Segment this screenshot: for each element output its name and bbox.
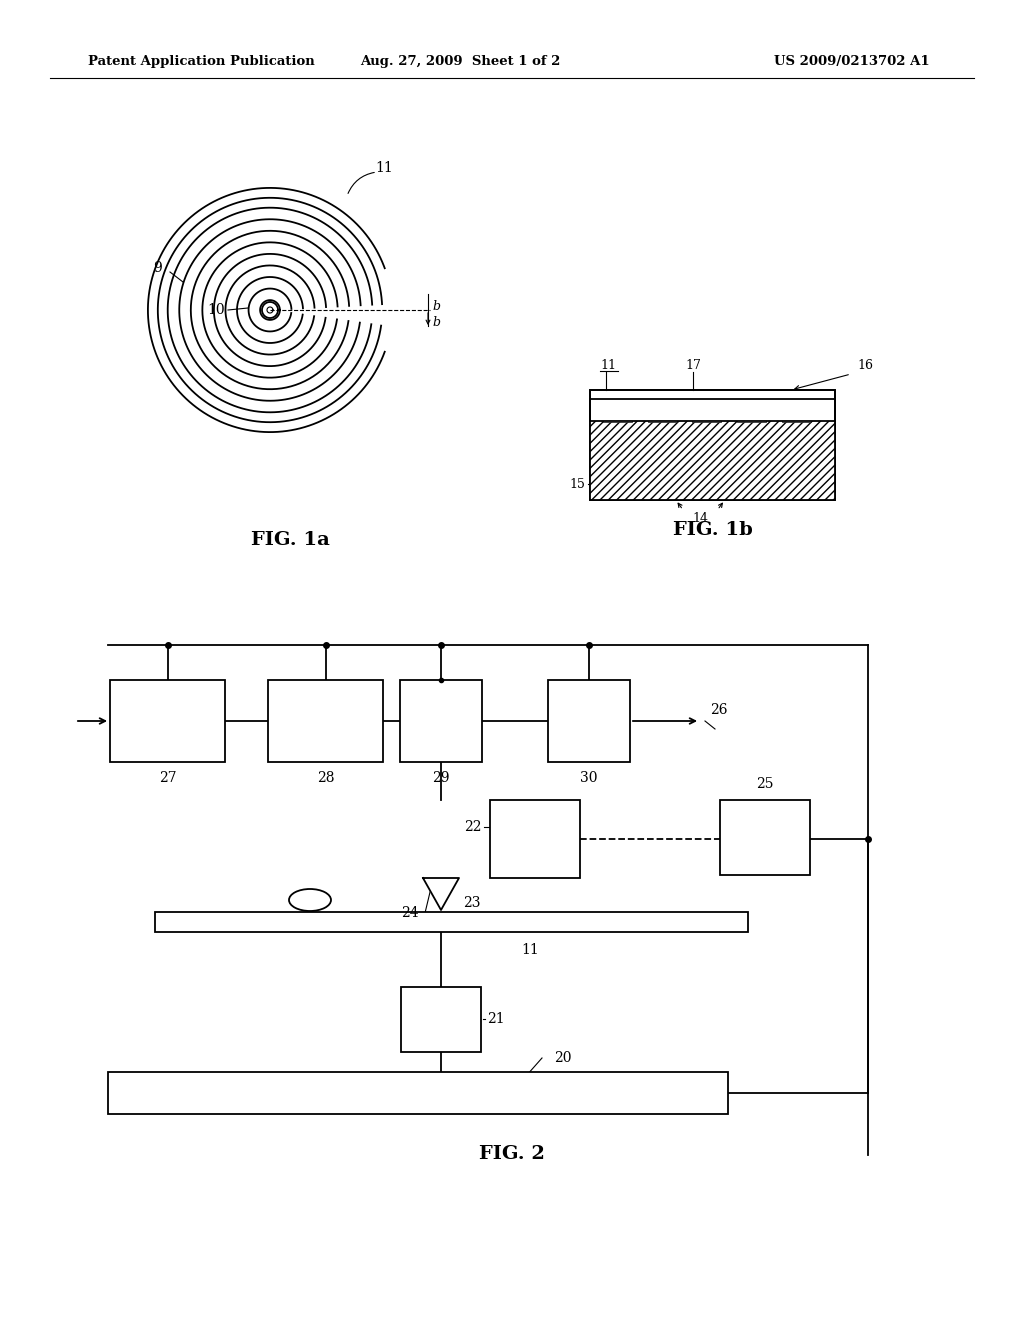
Bar [490, 800, 580, 878]
Text: FIG. 1a: FIG. 1a [251, 531, 330, 549]
Text: 15: 15 [569, 478, 585, 491]
Bar [720, 800, 810, 875]
Text: FIG. 2: FIG. 2 [479, 1144, 545, 1163]
Bar [603, 403, 632, 422]
Text: b: b [432, 300, 440, 313]
Bar [548, 680, 630, 762]
Bar [400, 680, 482, 762]
Bar [108, 1072, 728, 1114]
Bar [590, 389, 835, 500]
Text: Aug. 27, 2009  Sheet 1 of 2: Aug. 27, 2009 Sheet 1 of 2 [359, 55, 560, 69]
Bar [737, 403, 766, 422]
Bar [401, 987, 481, 1052]
Text: 16: 16 [857, 359, 873, 372]
Text: 11: 11 [521, 942, 539, 957]
Text: 26: 26 [710, 704, 727, 717]
Text: 20: 20 [554, 1051, 571, 1065]
Text: 21: 21 [487, 1012, 505, 1026]
Text: 25: 25 [757, 777, 774, 791]
Text: 11: 11 [375, 161, 393, 176]
Polygon shape [423, 878, 459, 909]
Bar [155, 912, 748, 932]
Text: 30: 30 [581, 771, 598, 785]
Ellipse shape [289, 888, 331, 911]
Bar [590, 399, 835, 421]
Text: b: b [432, 315, 440, 329]
Text: 10: 10 [208, 304, 225, 317]
Bar [268, 680, 383, 762]
Text: 11: 11 [600, 359, 616, 372]
Text: US 2009/0213702 A1: US 2009/0213702 A1 [774, 55, 930, 69]
Text: 9: 9 [154, 261, 162, 275]
Bar [648, 403, 677, 422]
Text: 29: 29 [432, 771, 450, 785]
Bar [692, 403, 722, 422]
Text: FIG. 1b: FIG. 1b [673, 521, 753, 539]
Bar [590, 389, 835, 500]
Bar [590, 421, 835, 500]
Bar [781, 403, 811, 422]
Bar [110, 680, 225, 762]
Text: Patent Application Publication: Patent Application Publication [88, 55, 314, 69]
Text: 22: 22 [465, 820, 482, 834]
Text: 24: 24 [401, 906, 419, 920]
Text: 28: 28 [316, 771, 334, 785]
Text: 14: 14 [692, 512, 709, 525]
Text: 17: 17 [685, 359, 700, 372]
Text: 27: 27 [159, 771, 176, 785]
Text: 23: 23 [463, 896, 480, 909]
